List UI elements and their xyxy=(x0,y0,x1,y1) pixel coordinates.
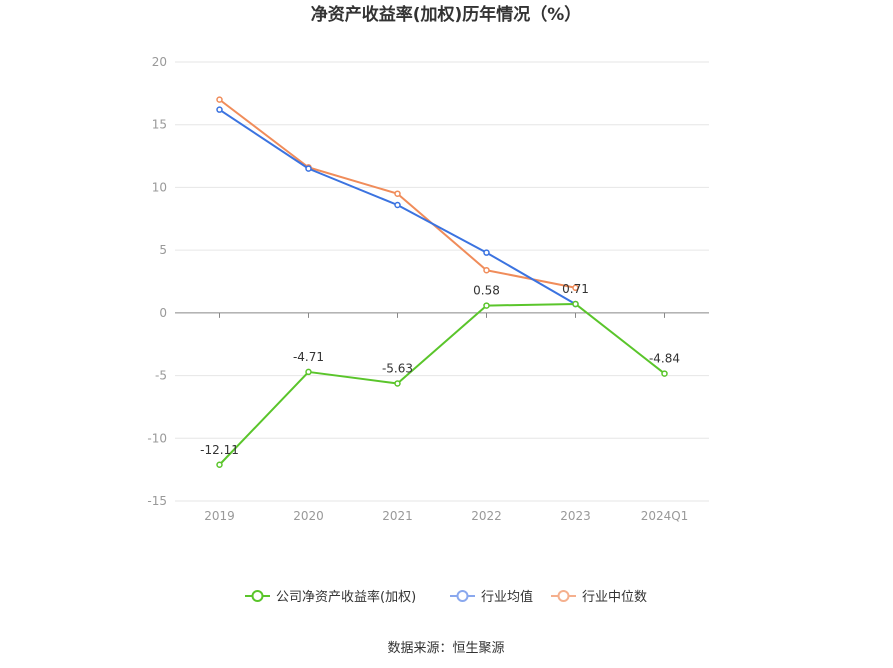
y-tick-label: -15 xyxy=(147,494,167,508)
legend-label: 行业均值 xyxy=(481,589,533,605)
legend-marker xyxy=(557,590,570,602)
x-tick-label: 2020 xyxy=(293,509,324,523)
data-point xyxy=(216,461,223,469)
legend-label: 行业中位数 xyxy=(582,590,647,605)
y-tick-label: -5 xyxy=(155,369,167,383)
data-point xyxy=(394,380,401,387)
y-tick-label: 0 xyxy=(159,306,167,320)
data-label: 0.71 xyxy=(562,282,589,296)
x-axis: 2019 2020 2021 2022 2023 2024Q1 xyxy=(204,312,689,523)
data-point xyxy=(305,165,312,172)
data-point xyxy=(572,300,579,308)
chart-title: 净资产收益率(加权)历年情况（%） xyxy=(311,4,582,25)
data-point xyxy=(394,190,401,197)
y-axis: 20 15 10 5 0 -5 -10 -15 xyxy=(147,55,167,508)
grid-lines xyxy=(175,61,709,502)
legend: 公司净资产收益率(加权) 行业均值 行业中位数 xyxy=(245,589,647,605)
series-layer xyxy=(216,96,668,469)
data-point xyxy=(483,249,490,256)
data-point xyxy=(483,302,490,309)
data-point xyxy=(661,370,668,377)
legend-marker xyxy=(456,590,469,602)
y-tick-label: 15 xyxy=(152,118,167,132)
source-note: 数据来源：恒生聚源 xyxy=(387,641,504,656)
y-tick-label: 10 xyxy=(152,180,167,194)
x-tick-label: 2024Q1 xyxy=(641,509,689,523)
data-point xyxy=(216,106,223,113)
data-label: -4.71 xyxy=(293,350,324,364)
data-labels: -12.11 -4.71 -5.63 0.58 0.71 -4.84 xyxy=(200,282,680,457)
data-point xyxy=(394,201,401,209)
x-tick-label: 2022 xyxy=(471,509,502,523)
series-line xyxy=(218,302,666,466)
data-label: -12.11 xyxy=(200,443,239,457)
data-point xyxy=(572,284,579,292)
data-label: -5.63 xyxy=(382,361,413,375)
data-point xyxy=(483,266,490,274)
x-tick-label: 2019 xyxy=(204,509,235,523)
data-point xyxy=(305,368,312,376)
data-label: -4.84 xyxy=(649,352,680,366)
legend-marker xyxy=(251,590,264,602)
x-tick-label: 2023 xyxy=(560,509,591,523)
y-tick-label: -10 xyxy=(147,431,167,445)
y-tick-label: 5 xyxy=(159,243,167,257)
data-label: 0.58 xyxy=(473,284,500,298)
legend-label: 公司净资产收益率(加权) xyxy=(276,589,416,605)
x-tick-label: 2021 xyxy=(382,509,413,523)
data-point xyxy=(216,96,223,103)
y-tick-label: 20 xyxy=(152,55,167,69)
